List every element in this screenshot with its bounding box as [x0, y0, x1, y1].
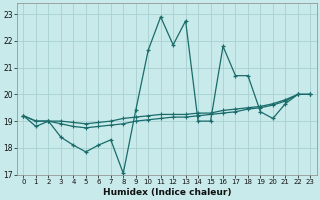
X-axis label: Humidex (Indice chaleur): Humidex (Indice chaleur)	[103, 188, 231, 197]
